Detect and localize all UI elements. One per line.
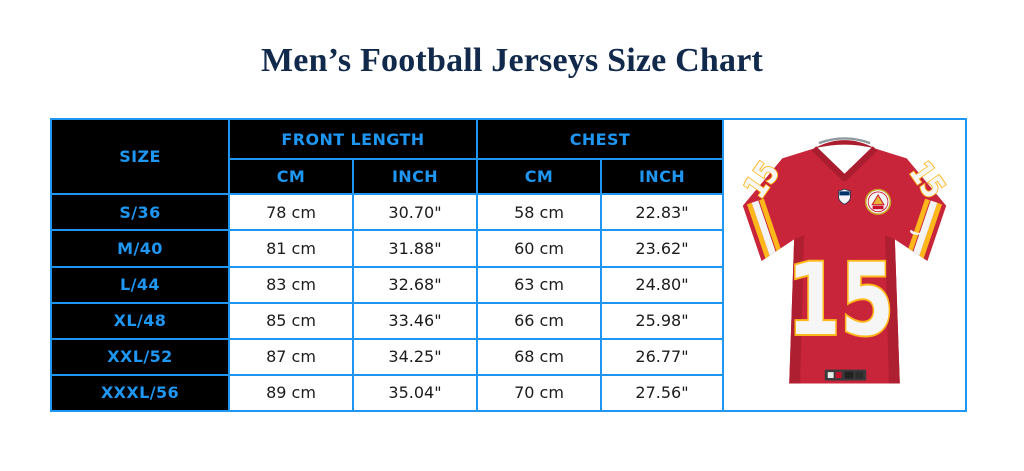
header-chest: CHEST xyxy=(476,117,724,161)
front-inch-cell: 35.04" xyxy=(352,373,478,413)
size-chart-area: SIZE FRONT LENGTH CHEST CM INCH CM INCH … xyxy=(50,117,967,413)
front-cm-cell: 78 cm xyxy=(228,193,354,232)
chest-cm-cell: 68 cm xyxy=(476,337,602,376)
chest-cm-cell: 60 cm xyxy=(476,229,602,268)
size-row: XL/48 85 cm 33.46" 66 cm 25.98" xyxy=(50,301,724,340)
chest-inch-cell: 25.98" xyxy=(600,301,724,340)
front-inch-cell: 32.68" xyxy=(352,265,478,304)
size-row: S/36 78 cm 30.70" 58 cm 22.83" xyxy=(50,193,724,232)
nfl-shield-icon xyxy=(838,188,851,205)
jersey-product-image: 15 15 xyxy=(722,118,967,412)
size-cell: M/40 xyxy=(50,229,230,268)
chest-inch-cell: 24.80" xyxy=(600,265,724,304)
size-row: L/44 83 cm 32.68" 63 cm 24.80" xyxy=(50,265,724,304)
front-cm-cell: 81 cm xyxy=(228,229,354,268)
size-cell: L/44 xyxy=(50,265,230,304)
chest-inch-cell: 22.83" xyxy=(600,193,724,232)
size-cell: XXXL/56 xyxy=(50,373,230,413)
front-inch-cell: 30.70" xyxy=(352,193,478,232)
jock-tag xyxy=(824,369,867,381)
header-front-cm: CM xyxy=(228,158,354,196)
jersey-illustration: 15 15 xyxy=(735,137,954,384)
header-chest-inch: INCH xyxy=(600,158,724,196)
front-cm-cell: 83 cm xyxy=(228,265,354,304)
size-chart-table: SIZE FRONT LENGTH CHEST CM INCH CM INCH … xyxy=(50,117,724,413)
header-front-inch: INCH xyxy=(352,158,478,196)
page-title: Men’s Football Jerseys Size Chart xyxy=(260,42,764,79)
front-cm-cell: 85 cm xyxy=(228,301,354,340)
chest-cm-cell: 70 cm xyxy=(476,373,602,413)
sleeve-stripes xyxy=(746,198,943,260)
front-inch-cell: 31.88" xyxy=(352,229,478,268)
jersey-vneck xyxy=(811,146,878,182)
chest-inch-cell: 23.62" xyxy=(600,229,724,268)
jersey-collar xyxy=(813,137,876,149)
chest-cm-cell: 58 cm xyxy=(476,193,602,232)
header-chest-cm: CM xyxy=(476,158,602,196)
nike-swoosh-icon xyxy=(909,228,930,235)
team-patch-icon xyxy=(864,188,892,215)
size-row: XXL/52 87 cm 34.25" 68 cm 26.77" xyxy=(50,337,724,376)
header-front-length: FRONT LENGTH xyxy=(228,117,478,161)
front-inch-cell: 33.46" xyxy=(352,301,478,340)
svg-text:15: 15 xyxy=(787,243,894,358)
chest-cm-cell: 63 cm xyxy=(476,265,602,304)
size-cell: XXL/52 xyxy=(50,337,230,376)
front-inch-cell: 34.25" xyxy=(352,337,478,376)
jersey-side-panel xyxy=(884,235,900,384)
size-cell: XL/48 xyxy=(50,301,230,340)
size-row: M/40 81 cm 31.88" 60 cm 23.62" xyxy=(50,229,724,268)
front-cm-cell: 89 cm xyxy=(228,373,354,413)
chest-cm-cell: 66 cm xyxy=(476,301,602,340)
chest-inch-cell: 26.77" xyxy=(600,337,724,376)
chest-number: 15 xyxy=(785,241,896,359)
chest-inch-cell: 27.56" xyxy=(600,373,724,413)
jersey-side-panel xyxy=(789,235,805,384)
size-row: XXXL/56 89 cm 35.04" 70 cm 27.56" xyxy=(50,373,724,413)
front-cm-cell: 87 cm xyxy=(228,337,354,376)
header-size: SIZE xyxy=(50,117,230,196)
size-cell: S/36 xyxy=(50,193,230,232)
